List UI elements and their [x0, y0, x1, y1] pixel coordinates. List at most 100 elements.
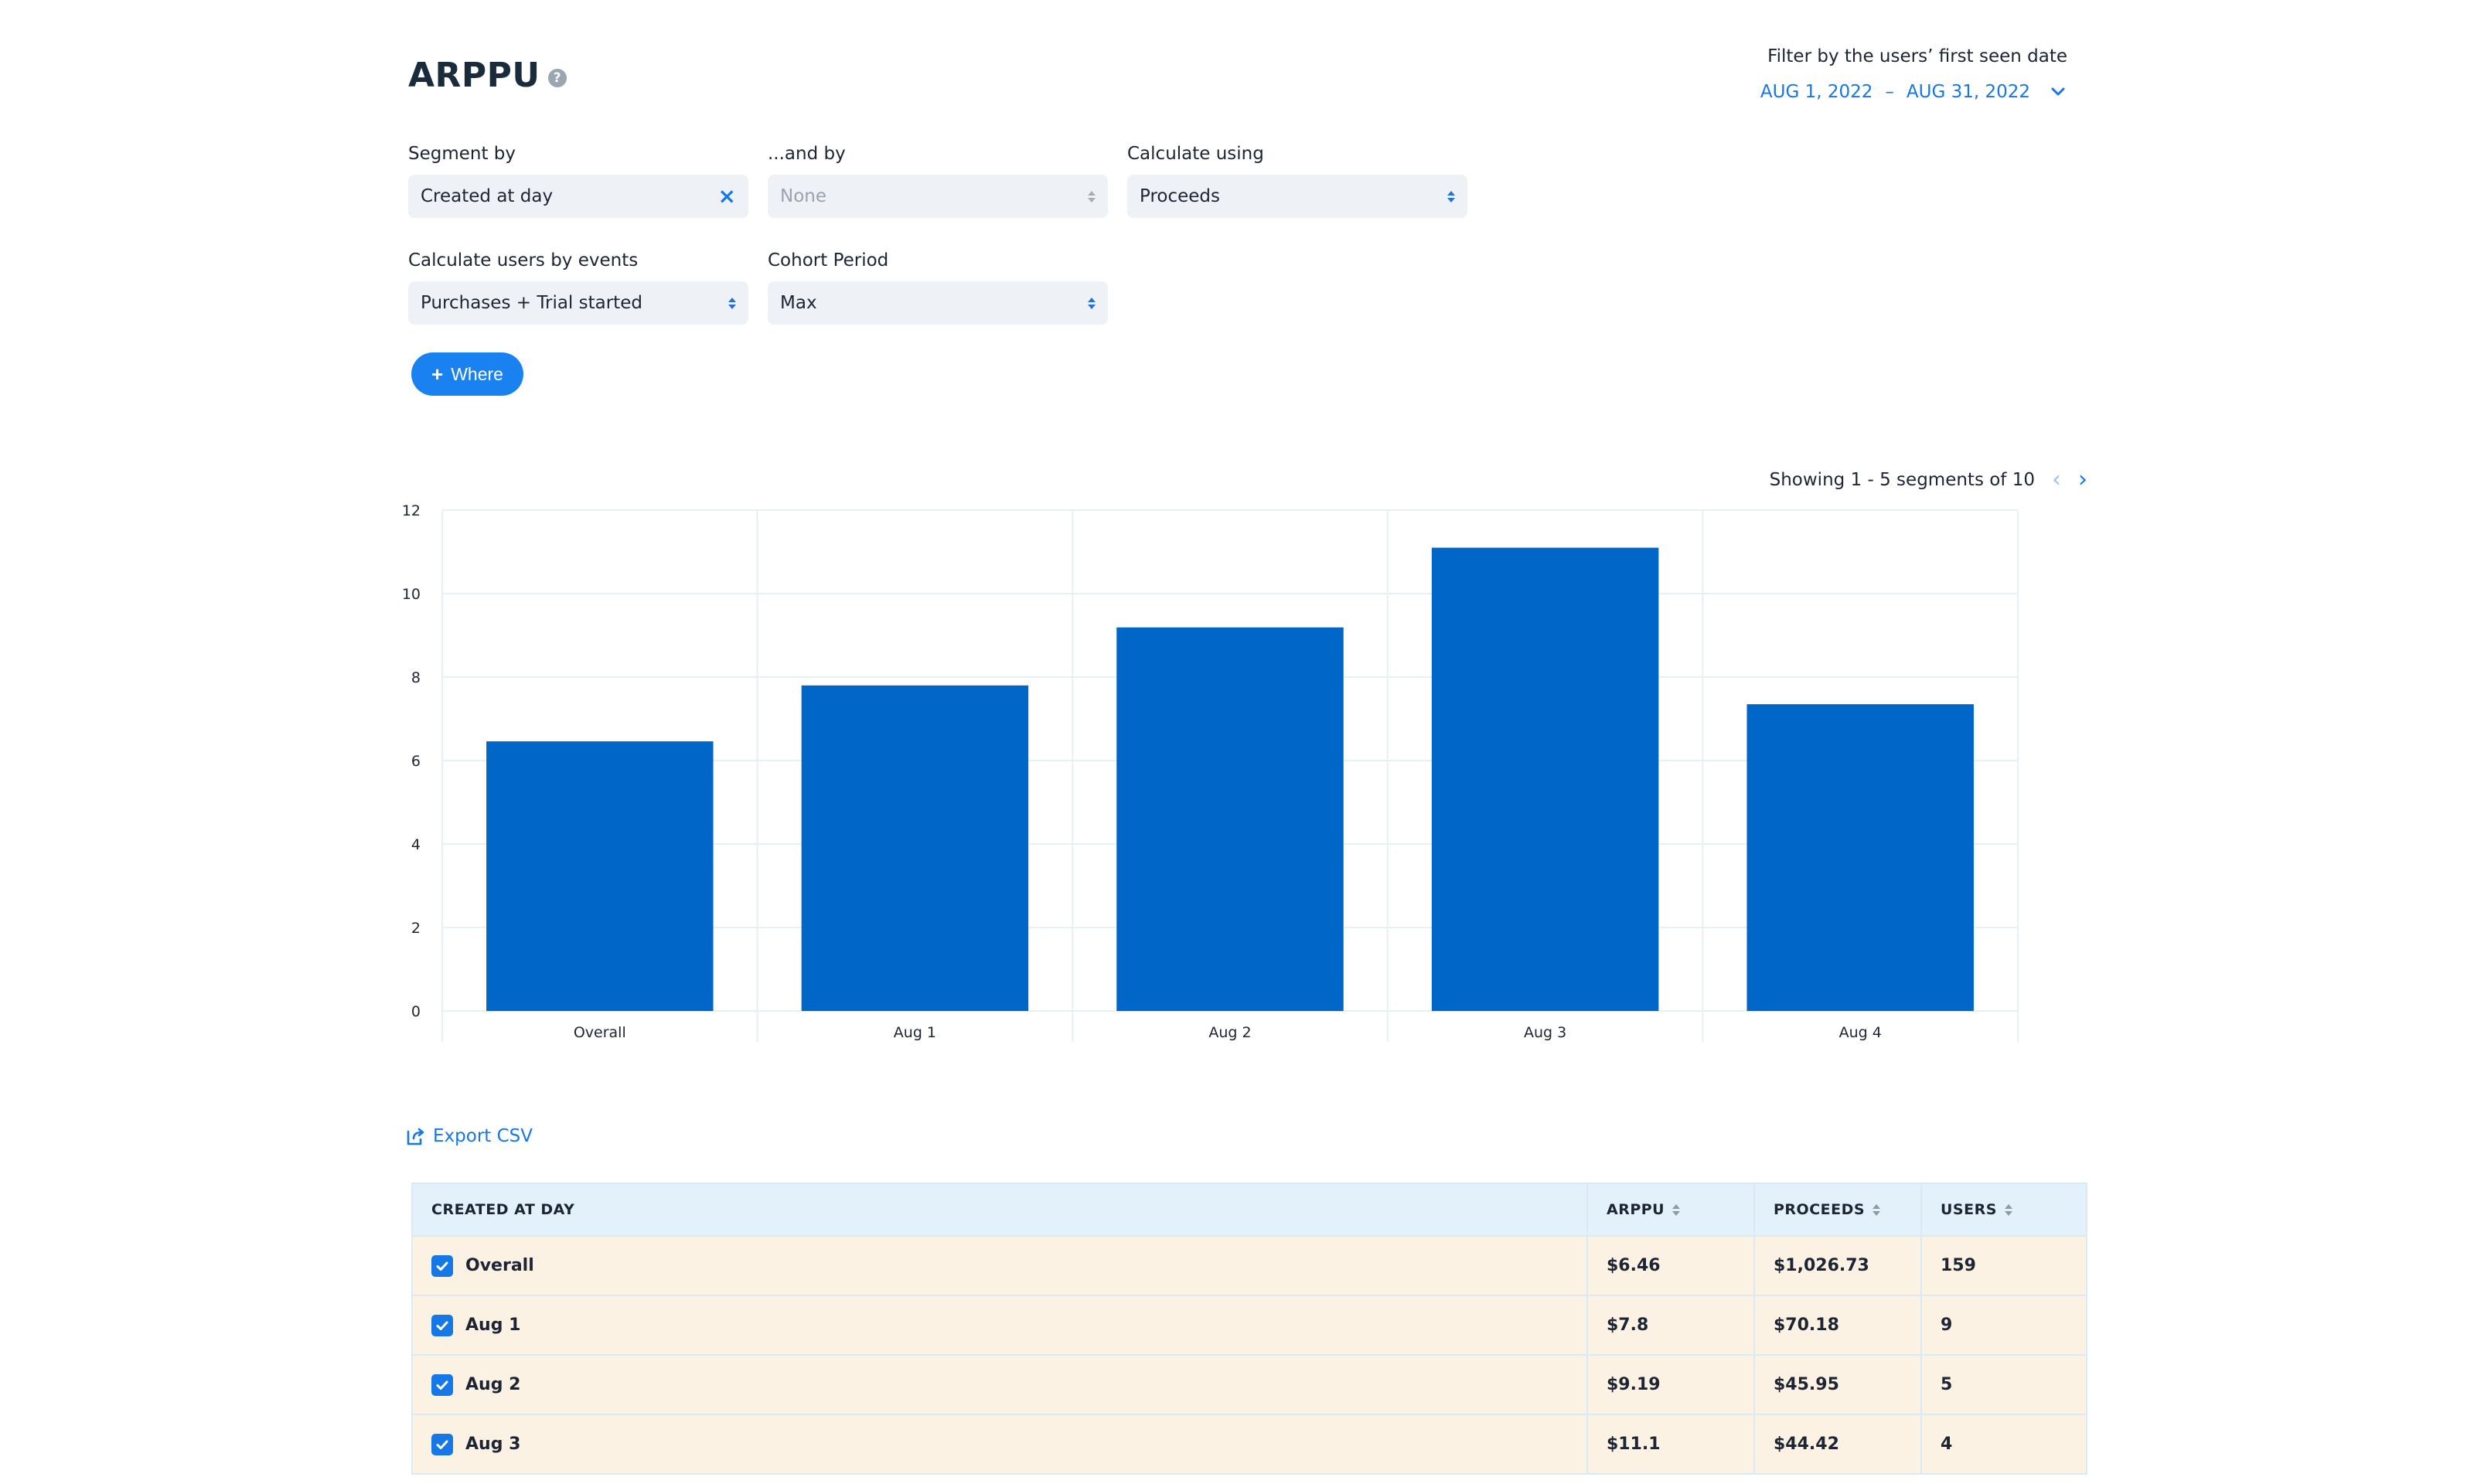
help-icon[interactable]: ?: [547, 68, 567, 87]
proceeds-cell: $44.42: [1753, 1415, 1920, 1473]
checkbox-checked-icon[interactable]: [431, 1373, 453, 1396]
cohort-period-field: Cohort Period Max: [768, 250, 1108, 325]
y-tick-label: 0: [411, 1003, 421, 1020]
users-by-events-value: Purchases + Trial started: [421, 293, 642, 313]
table-row: Aug 2 $9.19 $45.95 5: [413, 1354, 2086, 1414]
chevron-down-icon: [2051, 87, 2065, 96]
segment-by-value: Created at day: [421, 186, 554, 206]
users-by-events-field: Calculate users by events Purchases + Tr…: [408, 250, 748, 325]
y-tick-label: 4: [411, 836, 421, 853]
and-by-select[interactable]: None: [768, 175, 1108, 218]
table-row: Aug 1 $7.8 $70.18 9: [413, 1295, 2086, 1354]
segment-cell: Overall: [413, 1237, 1586, 1295]
and-by-field: ...and by None: [768, 144, 1108, 218]
cohort-period-value: Max: [780, 293, 817, 313]
x-tick-label: Overall: [574, 1024, 626, 1041]
page-title: ARPPU: [408, 56, 540, 95]
sort-icon[interactable]: [2004, 1203, 2012, 1216]
segment-by-field: Segment by Created at day ×: [408, 144, 748, 218]
segment-name: Aug 3: [465, 1435, 521, 1454]
column-header-proceeds[interactable]: PROCEEDS: [1753, 1184, 1920, 1235]
and-by-label: ...and by: [768, 144, 846, 164]
segment-name: Aug 1: [465, 1316, 521, 1335]
sort-icon[interactable]: [1873, 1203, 1881, 1216]
where-button-label: Where: [451, 363, 503, 384]
y-tick-label: 10: [402, 586, 421, 603]
x-tick-label: Aug 1: [894, 1024, 936, 1041]
calculate-using-select[interactable]: Proceeds: [1127, 175, 1467, 218]
date-separator: –: [1885, 82, 1894, 102]
proceeds-cell: $70.18: [1753, 1296, 1920, 1354]
date-start: AUG 1, 2022: [1760, 82, 1873, 102]
add-where-button[interactable]: + Where: [411, 352, 523, 396]
calculate-using-label: Calculate using: [1127, 144, 1264, 164]
and-by-value: None: [780, 186, 827, 206]
arppu-cell: $9.19: [1586, 1356, 1753, 1414]
column-header-label: USERS: [1941, 1201, 1997, 1218]
bar: [1431, 547, 1659, 1011]
arppu-cell: $7.8: [1586, 1296, 1753, 1354]
calculate-using-value: Proceeds: [1140, 186, 1221, 206]
date-end: AUG 31, 2022: [1906, 82, 2030, 102]
segment-name: Aug 2: [465, 1375, 521, 1394]
x-tick-label: Aug 2: [1208, 1024, 1251, 1041]
page-title-group: ARPPU ?: [408, 56, 567, 95]
table-row: Aug 3 $11.1 $44.42 4: [413, 1414, 2086, 1473]
table-body: Overall $6.46 $1,026.73 159 Aug 1 $7.8 $70.18 9…: [413, 1235, 2086, 1473]
select-arrows-icon: [1088, 190, 1096, 203]
y-tick-label: 8: [411, 669, 421, 686]
y-tick-label: 2: [411, 920, 421, 937]
checkbox-checked-icon[interactable]: [431, 1314, 453, 1336]
clear-icon[interactable]: ×: [717, 183, 736, 209]
cohort-period-select[interactable]: Max: [768, 281, 1108, 325]
column-header-label: ARPPU: [1607, 1201, 1665, 1218]
arppu-cell: $6.46: [1586, 1237, 1753, 1295]
date-range-picker[interactable]: AUG 1, 2022 – AUG 31, 2022: [1760, 82, 2067, 102]
chevron-right-icon[interactable]: ›: [2078, 466, 2087, 493]
checkbox-checked-icon[interactable]: [431, 1254, 453, 1277]
column-header-label: PROCEEDS: [1774, 1201, 1866, 1218]
proceeds-cell: $45.95: [1753, 1356, 1920, 1414]
arppu-cell: $11.1: [1586, 1415, 1753, 1473]
sort-icon[interactable]: [1672, 1203, 1681, 1216]
segment-cell: Aug 3: [413, 1415, 1586, 1473]
users-cell: 159: [1920, 1237, 2086, 1295]
pager-text: Showing 1 - 5 segments of 10: [1769, 470, 2035, 490]
checkbox-checked-icon[interactable]: [431, 1433, 453, 1455]
segments-table: CREATED AT DAY ARPPU PROCEEDS USERS Over…: [411, 1183, 2087, 1475]
arppu-bar-chart: 0 2 4 6 8 10 12 Overall Aug 1 Aug 2 Aug 3 Aug 4: [402, 502, 2019, 1042]
bar: [486, 741, 714, 1011]
segment-by-select[interactable]: Created at day ×: [408, 175, 748, 218]
export-csv-label: Export CSV: [433, 1126, 533, 1146]
date-filter: Filter by the users’ first seen date AUG…: [1760, 46, 2067, 102]
bar: [801, 685, 1029, 1011]
users-by-events-select[interactable]: Purchases + Trial started: [408, 281, 748, 325]
column-header-label: CREATED AT DAY: [431, 1201, 575, 1218]
chevron-left-icon[interactable]: ‹: [2052, 466, 2061, 493]
segment-cell: Aug 2: [413, 1356, 1586, 1414]
users-cell: 9: [1920, 1296, 2086, 1354]
export-csv-link[interactable]: Export CSV: [405, 1125, 533, 1147]
export-icon: [407, 1128, 424, 1145]
segment-cell: Aug 1: [413, 1296, 1586, 1354]
y-tick-label: 12: [402, 502, 421, 519]
x-tick-label: Aug 3: [1524, 1024, 1566, 1041]
segment-pager: Showing 1 - 5 segments of 10 ‹ ›: [1770, 468, 2087, 492]
column-header-arppu[interactable]: ARPPU: [1586, 1184, 1753, 1235]
column-header-segment: CREATED AT DAY: [413, 1184, 1586, 1235]
calculate-using-field: Calculate using Proceeds: [1127, 144, 1467, 218]
segment-by-label: Segment by: [408, 144, 516, 164]
users-cell: 5: [1920, 1356, 2086, 1414]
date-filter-label: Filter by the users’ first seen date: [1767, 46, 2067, 66]
plus-icon: +: [431, 362, 444, 386]
select-arrows-icon: [1447, 190, 1455, 203]
table-header: CREATED AT DAY ARPPU PROCEEDS USERS: [413, 1184, 2086, 1235]
users-by-events-label: Calculate users by events: [408, 250, 639, 271]
bar: [1746, 704, 1974, 1011]
users-cell: 4: [1920, 1415, 2086, 1473]
select-arrows-icon: [1088, 297, 1096, 309]
x-tick-label: Aug 4: [1839, 1024, 1882, 1041]
column-header-users[interactable]: USERS: [1920, 1184, 2086, 1235]
bar: [1116, 627, 1344, 1011]
